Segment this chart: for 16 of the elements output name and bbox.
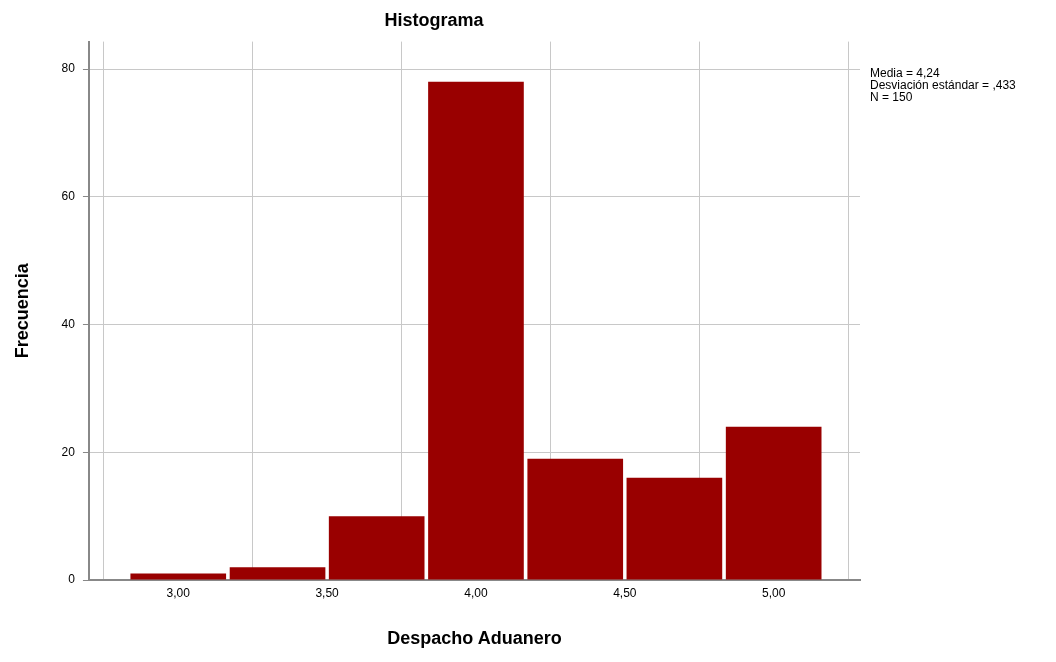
chart-title: Histograma: [384, 9, 485, 30]
x-tick-label: 3,00: [166, 585, 191, 600]
y-tick-label: 60: [61, 189, 76, 204]
text: N = 150: [870, 90, 913, 105]
x-tick-label: 4,00: [464, 585, 488, 600]
y-tick-label: 80: [61, 61, 76, 76]
x-axis-title: Despacho Aduanero: [387, 628, 562, 649]
y-tick-label: 40: [61, 316, 76, 331]
y-tick-label: 20: [61, 444, 76, 459]
y-tick-label: 0: [68, 572, 76, 587]
y-axis-title: Frecuencia: [11, 262, 32, 359]
text: Desviación estándar = ,433: [870, 78, 1017, 93]
x-tick-label: 3,50: [315, 585, 340, 600]
x-tick-label: 4,50: [613, 585, 637, 600]
x-tick-label: 5,00: [761, 585, 786, 600]
text: Media = 4,24: [870, 66, 941, 81]
